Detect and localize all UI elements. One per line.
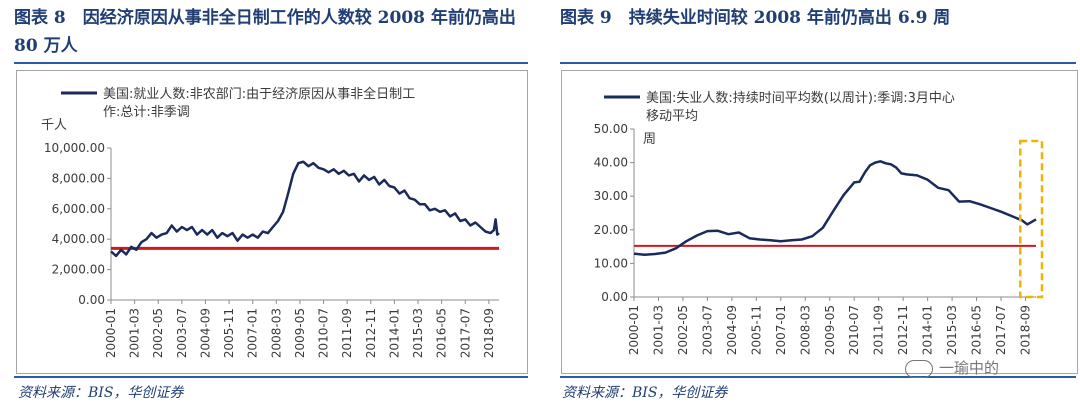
x-tick-label: 2009-05 [293,308,307,358]
y-tick-label: 2,000.00 [52,263,105,277]
y-tick-label: 0.00 [601,290,628,304]
figure-9-title: 图表 9 持续失业时间较 2008 年前仍高出 6.9 周 [560,8,951,28]
source-rule-1 [14,376,528,378]
x-tick-label: 2008-03 [798,305,812,355]
figure-8-title: 图表 8 因经济原因从事非全日制工作的人数较 2008 年前仍高出 80 万人 [14,8,516,56]
source-note-2: 资料来源：BIS，华创证券 [562,385,728,401]
title-rule-1 [14,62,528,64]
y-tick-label: 20.00 [594,223,628,237]
x-tick-label: 2007-01 [246,308,260,358]
x-tick-label: 2008-03 [269,308,283,358]
y-tick-label: 50.00 [594,122,628,136]
x-tick-label: 2010-07 [317,308,331,358]
x-tick-label: 2001-03 [651,305,665,355]
y-unit-label: 周 [643,132,656,147]
chart-frame-part-time-work: 美国:就业人数:非农部门:由于经济原因从事非全日制工 作:总计:非季调千人 0.00… [16,70,528,374]
x-tick-label: 2012-11 [364,308,378,358]
y-tick-label: 6,000.00 [52,202,105,216]
x-tick-label: 2010-07 [847,305,861,355]
x-tick-label: 2015-03 [411,308,425,358]
x-tick-label: 2002-05 [676,305,690,355]
x-tick-label: 2016-05 [970,305,984,355]
x-tick-label: 2014-01 [387,308,401,358]
x-tick-label: 2004-09 [198,308,212,358]
x-tick-label: 2001-03 [128,308,142,358]
y-tick-label: 8,000.00 [52,171,105,185]
x-tick-label: 2000-01 [104,308,118,358]
x-tick-label: 2018-09 [1019,305,1033,355]
legend-text: 作:总计:非季调 [103,105,190,120]
x-tick-label: 2012-11 [896,305,910,355]
x-tick-label: 2000-01 [627,305,641,355]
x-tick-label: 2009-05 [823,305,837,355]
y-tick-label: 30.00 [594,189,628,203]
x-tick-label: 2005-11 [222,308,236,358]
x-tick-label: 2007-01 [774,305,788,355]
source-note-1: 资料来源：BIS，华创证券 [18,385,184,401]
y-tick-label: 10,000.00 [44,141,105,155]
source-rule-2 [560,376,1076,378]
watermark: 一瑜中的 [905,357,999,378]
legend-text: 移动平均 [646,109,698,124]
y-tick-label: 4,000.00 [52,232,105,246]
series-line [633,160,1037,256]
x-tick-label: 2017-07 [458,308,472,358]
x-tick-label: 2014-01 [921,305,935,355]
title-rule-2 [560,62,1076,64]
watermark-text: 一瑜中的 [939,359,1000,377]
x-tick-label: 2011-09 [340,308,354,358]
x-tick-label: 2003-07 [700,305,714,355]
x-tick-label: 2011-09 [872,305,886,355]
series-line [110,160,500,258]
y-tick-label: 10.00 [594,256,628,270]
wechat-icon [905,359,933,378]
highlight-box [1019,139,1044,299]
legend-text: 美国:就业人数:非农部门:由于经济原因从事非全日制工 [103,86,415,102]
legend-text: 美国:失业人数:持续时间平均数(以周计):季调:3月中心 [646,91,955,106]
y-unit-label: 千人 [41,118,67,133]
x-tick-label: 2003-07 [175,308,189,358]
x-tick-label: 2017-07 [994,305,1008,355]
x-tick-label: 2005-11 [749,305,763,355]
x-tick-label: 2016-05 [435,308,449,358]
y-tick-label: 40.00 [594,156,628,170]
x-tick-label: 2002-05 [151,308,165,358]
chart-frame-unemployment-duration: 美国:失业人数:持续时间平均数(以周计):季调:3月中心 移动平均周 0.00 10.… [561,70,1078,374]
x-tick-label: 2015-03 [945,305,959,355]
x-tick-label: 2018-09 [482,308,496,358]
y-tick-label: 0.00 [78,293,105,307]
x-tick-label: 2004-09 [725,305,739,355]
